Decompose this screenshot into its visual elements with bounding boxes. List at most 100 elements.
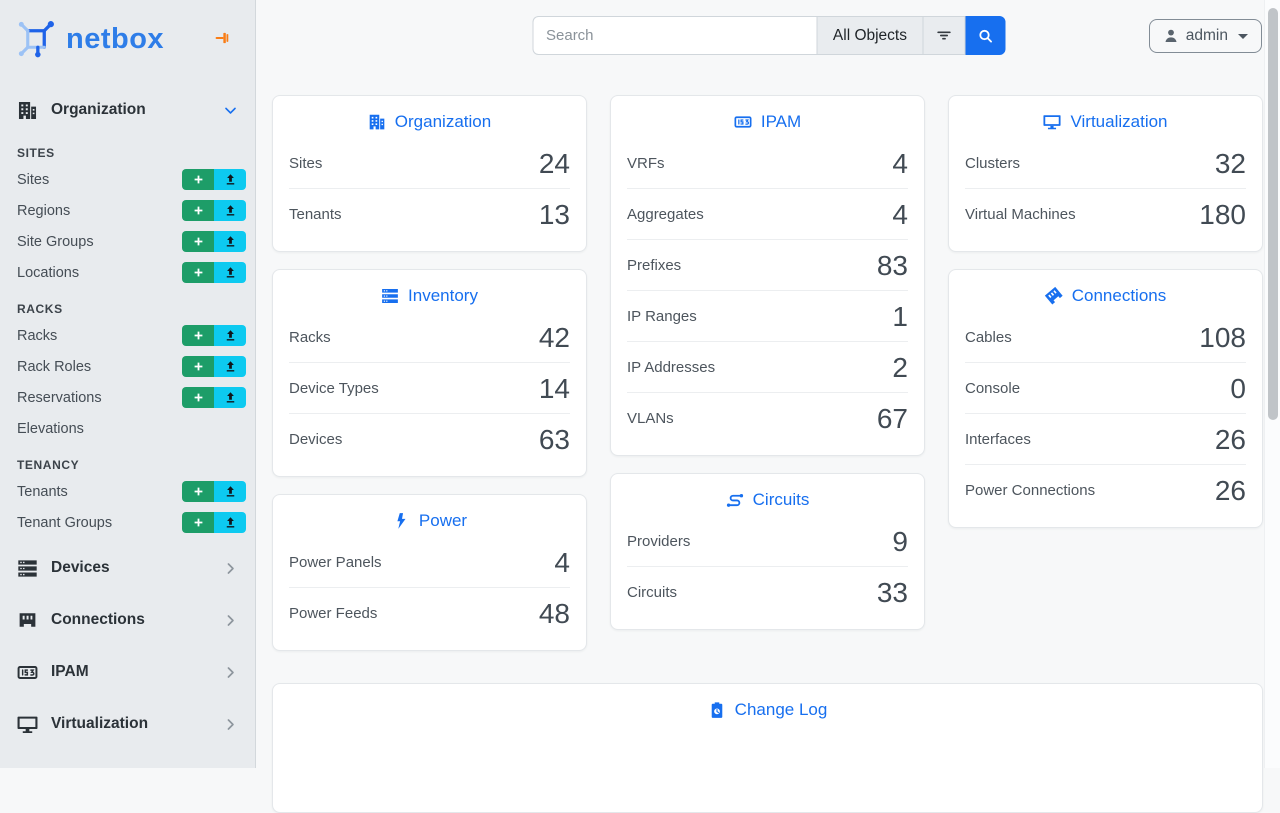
- sidebar-group-connections[interactable]: Connections: [0, 598, 255, 642]
- stat-label[interactable]: Circuits: [627, 584, 678, 601]
- sidebar-item-racks[interactable]: Racks: [0, 320, 255, 351]
- sidebar-item-label[interactable]: Site Groups: [17, 233, 94, 250]
- stat-value[interactable]: 4: [892, 148, 908, 179]
- sidebar-group-ipam[interactable]: IPAM: [0, 650, 255, 694]
- stat-value[interactable]: 180: [1199, 199, 1246, 230]
- stat-label[interactable]: Console: [965, 380, 1021, 397]
- search-button[interactable]: [965, 16, 1005, 55]
- scrollbar-thumb[interactable]: [1268, 8, 1278, 420]
- add-button[interactable]: [182, 325, 214, 346]
- sidebar-item-sites[interactable]: Sites: [0, 164, 255, 195]
- stat-value[interactable]: 24: [538, 148, 570, 179]
- sidebar-group-virtualization[interactable]: Virtualization: [0, 702, 255, 746]
- stat-label[interactable]: IP Ranges: [627, 308, 697, 325]
- sidebar-item-label[interactable]: Tenant Groups: [17, 514, 113, 531]
- page-scrollbar[interactable]: [1264, 0, 1280, 768]
- sidebar-item-label[interactable]: Elevations: [17, 420, 84, 437]
- stat-value[interactable]: 4: [554, 547, 570, 578]
- stat-label[interactable]: Prefixes: [627, 257, 682, 274]
- stat-value[interactable]: 13: [538, 199, 570, 230]
- stat-label[interactable]: VRFs: [627, 155, 665, 172]
- import-button[interactable]: [214, 512, 246, 533]
- sidebar-item-elevations[interactable]: Elevations: [0, 413, 255, 444]
- import-button[interactable]: [214, 262, 246, 283]
- add-button[interactable]: [182, 512, 214, 533]
- changelog-title-link[interactable]: Change Log: [734, 700, 828, 719]
- stat-value[interactable]: 48: [538, 598, 570, 629]
- card-title-link[interactable]: IPAM: [760, 112, 802, 131]
- filter-button[interactable]: [922, 16, 965, 55]
- search-input[interactable]: [532, 16, 817, 55]
- stat-label[interactable]: VLANs: [627, 410, 674, 427]
- sidebar-group-devices[interactable]: Devices: [0, 546, 255, 590]
- import-button[interactable]: [214, 481, 246, 502]
- add-button[interactable]: [182, 481, 214, 502]
- import-button[interactable]: [214, 325, 246, 346]
- stat-value[interactable]: 67: [876, 403, 908, 434]
- stat-label[interactable]: Sites: [289, 155, 323, 172]
- sidebar-item-tenants[interactable]: Tenants: [0, 476, 255, 507]
- import-button[interactable]: [214, 387, 246, 408]
- add-button[interactable]: [182, 387, 214, 408]
- stat-label[interactable]: Racks: [289, 329, 331, 346]
- stat-label[interactable]: Aggregates: [627, 206, 704, 223]
- stat-value[interactable]: 83: [876, 250, 908, 281]
- user-menu[interactable]: admin: [1148, 19, 1262, 53]
- sidebar-item-label[interactable]: Sites: [17, 171, 50, 188]
- pin-sidebar-button[interactable]: [211, 28, 233, 50]
- sidebar-item-site-groups[interactable]: Site Groups: [0, 226, 255, 257]
- sidebar-item-locations[interactable]: Locations: [0, 257, 255, 288]
- sidebar-item-label[interactable]: Tenants: [17, 483, 68, 500]
- stat-value[interactable]: 9: [892, 526, 908, 557]
- card-title-link[interactable]: Organization: [394, 112, 492, 131]
- add-button[interactable]: [182, 200, 214, 221]
- stat-value[interactable]: 42: [538, 322, 570, 353]
- stat-label[interactable]: Devices: [289, 431, 343, 448]
- stat-label[interactable]: Clusters: [965, 155, 1021, 172]
- stat-value[interactable]: 108: [1199, 322, 1246, 353]
- stat-value[interactable]: 4: [892, 199, 908, 230]
- card-title-link[interactable]: Virtualization: [1070, 112, 1168, 131]
- add-button[interactable]: [182, 356, 214, 377]
- sidebar-item-label[interactable]: Regions: [17, 202, 71, 219]
- stat-value[interactable]: 14: [538, 373, 570, 404]
- sidebar-item-label[interactable]: Racks: [17, 327, 58, 344]
- sidebar-item-regions[interactable]: Regions: [0, 195, 255, 226]
- stat-label[interactable]: Cables: [965, 329, 1012, 346]
- import-button[interactable]: [214, 169, 246, 190]
- stat-value[interactable]: 26: [1214, 424, 1246, 455]
- stat-label[interactable]: Device Types: [289, 380, 379, 397]
- stat-value[interactable]: 2: [892, 352, 908, 383]
- search-scope-dropdown[interactable]: All Objects: [816, 16, 922, 55]
- stat-value[interactable]: 26: [1214, 475, 1246, 506]
- stat-value[interactable]: 32: [1214, 148, 1246, 179]
- sidebar-item-label[interactable]: Locations: [17, 264, 80, 281]
- sidebar-item-reservations[interactable]: Reservations: [0, 382, 255, 413]
- add-button[interactable]: [182, 169, 214, 190]
- stat-label[interactable]: Power Panels: [289, 554, 382, 571]
- stat-label[interactable]: Tenants: [289, 206, 342, 223]
- card-title-link[interactable]: Connections: [1071, 286, 1167, 305]
- import-button[interactable]: [214, 200, 246, 221]
- import-button[interactable]: [214, 356, 246, 377]
- stat-value[interactable]: 63: [538, 424, 570, 455]
- add-button[interactable]: [182, 231, 214, 252]
- stat-label[interactable]: Providers: [627, 533, 691, 550]
- stat-label[interactable]: Interfaces: [965, 431, 1031, 448]
- card-title-link[interactable]: Inventory: [408, 286, 478, 305]
- card-title-link[interactable]: Circuits: [752, 490, 810, 509]
- stat-value[interactable]: 1: [892, 301, 908, 332]
- stat-value[interactable]: 33: [876, 577, 908, 608]
- stat-label[interactable]: Power Connections: [965, 482, 1096, 499]
- sidebar-item-tenant-groups[interactable]: Tenant Groups: [0, 507, 255, 538]
- sidebar-item-rack-roles[interactable]: Rack Roles: [0, 351, 255, 382]
- add-button[interactable]: [182, 262, 214, 283]
- stat-value[interactable]: 0: [1230, 373, 1246, 404]
- stat-label[interactable]: Virtual Machines: [965, 206, 1076, 223]
- import-button[interactable]: [214, 231, 246, 252]
- stat-label[interactable]: Power Feeds: [289, 605, 378, 622]
- sidebar-item-label[interactable]: Reservations: [17, 389, 102, 406]
- sidebar-group-organization[interactable]: Organization: [0, 88, 255, 132]
- stat-label[interactable]: IP Addresses: [627, 359, 716, 376]
- sidebar-item-label[interactable]: Rack Roles: [17, 358, 92, 375]
